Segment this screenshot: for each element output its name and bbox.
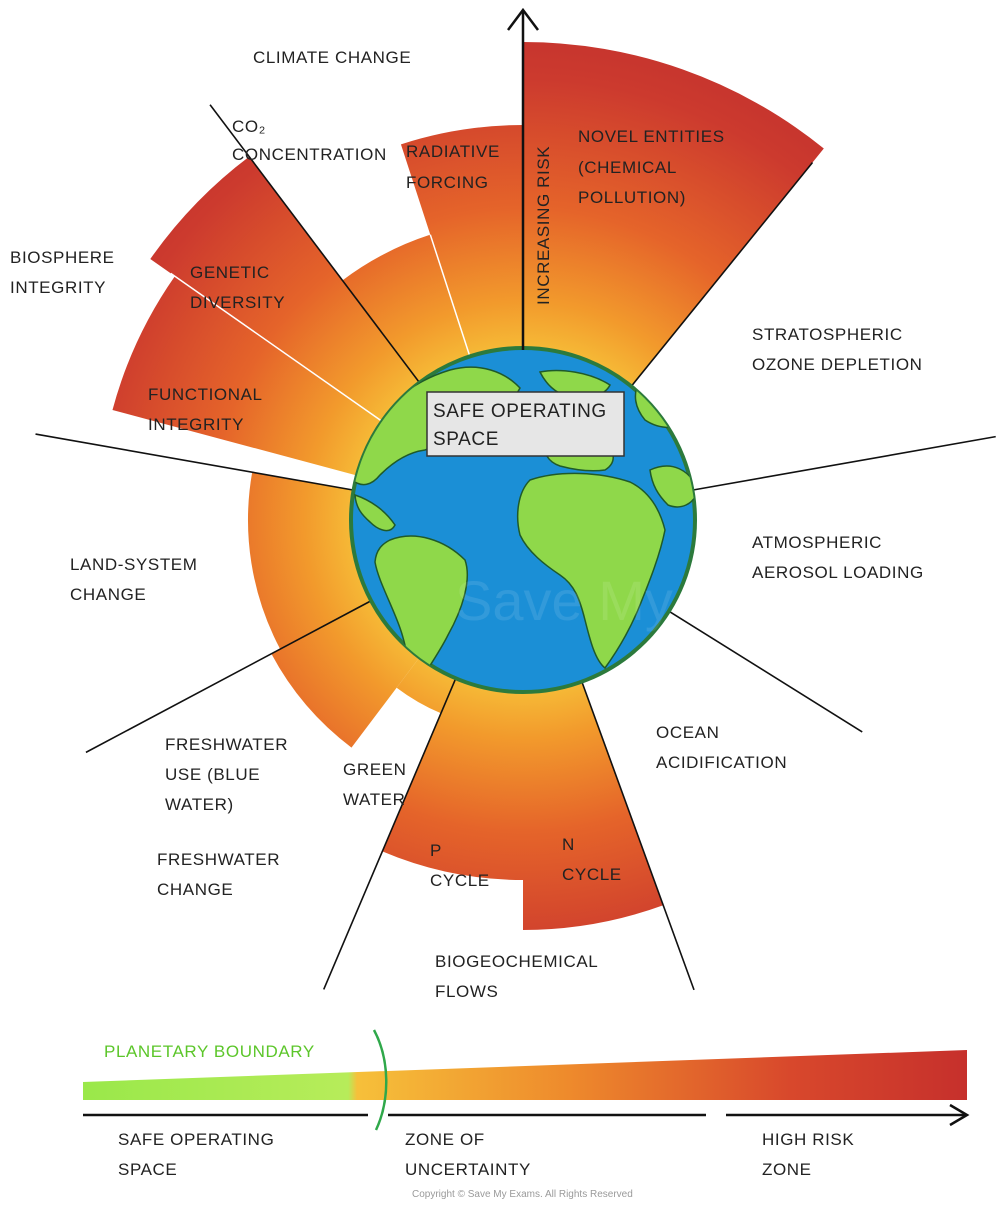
- planetary-boundary-label: PLANETARY BOUNDARY: [104, 1042, 315, 1061]
- functional-integrity-label-1: FUNCTIONAL: [148, 385, 263, 404]
- functional-integrity-wedge: [112, 276, 383, 476]
- freshwater-use-label-3: WATER): [165, 795, 234, 814]
- divider-novel-ozone: [630, 162, 814, 387]
- freshwater-use-label-2: USE (BLUE: [165, 765, 260, 784]
- planetary-boundary-marker: [372, 1029, 388, 1131]
- freshwater-use-wedge: [271, 600, 420, 748]
- increasing-risk-arrow: [507, 7, 539, 350]
- p-cycle-label-1: P: [430, 841, 442, 860]
- novel-entities-label-3: POLLUTION): [578, 188, 686, 207]
- climate-change-label: CLIMATE CHANGE: [253, 48, 411, 67]
- co2-concentration-wedge: [342, 234, 470, 383]
- divider-biosphere-climate: [209, 104, 421, 384]
- copyright-text: Copyright © Save My Exams. All Rights Re…: [412, 1189, 633, 1200]
- atmospheric-label-2: AEROSOL LOADING: [752, 563, 924, 582]
- novel-entities-wedge: [523, 42, 824, 387]
- ocean-label-1: OCEAN: [656, 723, 719, 742]
- legend-high-risk-label-2: ZONE: [762, 1160, 812, 1179]
- divider-co2-radiative: [429, 234, 471, 357]
- freshwater-change-label-2: CHANGE: [157, 880, 233, 899]
- co2-concentration-label: CONCENTRATION: [232, 145, 387, 164]
- radiative-forcing-label-1: RADIATIVE: [406, 142, 500, 161]
- green-water-label-2: WATER: [343, 790, 406, 809]
- stratospheric-label-1: STRATOSPHERIC: [752, 325, 903, 344]
- safe-box-line2: SPACE: [433, 429, 499, 450]
- divider-ocean-n: [581, 681, 695, 991]
- divider-genetic-functional: [170, 272, 383, 422]
- legend-safe-label-1: SAFE OPERATING: [118, 1130, 274, 1149]
- novel-entities-label-2: (CHEMICAL: [578, 158, 677, 177]
- legend-safe-label-2: SPACE: [118, 1160, 177, 1179]
- radiative-forcing-wedge: [400, 125, 523, 357]
- risk-gradient-bar: [83, 1050, 967, 1100]
- p-cycle-label-2: CYCLE: [430, 871, 490, 890]
- biogeochemical-label-1: BIOGEOCHEMICAL: [435, 952, 598, 971]
- safe-operating-space-box: SAFE OPERATING SPACE: [426, 391, 625, 457]
- n-cycle-wedge: [523, 681, 664, 930]
- land-system-wedge: [248, 472, 372, 650]
- risk-axis-arrowhead: [949, 1103, 970, 1127]
- co2-label: CO₂: [232, 117, 266, 136]
- divider-land-biosphere: [35, 433, 354, 491]
- ocean-label-2: ACIDIFICATION: [656, 753, 787, 772]
- watermark: Save My Exams: [455, 569, 860, 632]
- n-cycle-label-2: CYCLE: [562, 865, 622, 884]
- freshwater-change-label-1: FRESHWATER: [157, 850, 280, 869]
- biosphere-label-1: BIOSPHERE: [10, 248, 115, 267]
- biogeochemical-label-2: FLOWS: [435, 982, 498, 1001]
- divider-freshwater-land: [85, 600, 372, 754]
- legend-high-risk-label-1: HIGH RISK: [762, 1130, 854, 1149]
- land-system-label-2: CHANGE: [70, 585, 146, 604]
- safe-box-line1: SAFE OPERATING: [433, 401, 607, 422]
- biosphere-label-2: INTEGRITY: [10, 278, 106, 297]
- divider-p-freshwater: [322, 678, 457, 990]
- stratospheric-label-2: OZONE DEPLETION: [752, 355, 923, 374]
- genetic-diversity-label-2: DIVERSITY: [190, 293, 285, 312]
- p-cycle-wedge: [382, 678, 523, 880]
- divider-aerosol-ocean: [668, 610, 863, 733]
- land-system-label-1: LAND-SYSTEM: [70, 555, 198, 574]
- risk-legend: PLANETARY BOUNDARY SAFE OPERATING SPACE …: [83, 1029, 970, 1179]
- freshwater-use-label-1: FRESHWATER: [165, 735, 288, 754]
- radiative-forcing-label-2: FORCING: [406, 173, 489, 192]
- divider-ozone-aerosol: [692, 435, 996, 491]
- legend-uncertainty-label-2: UNCERTAINTY: [405, 1160, 531, 1179]
- boundary-wedges: [112, 42, 824, 930]
- increasing-risk-label: INCREASING RISK: [534, 146, 553, 305]
- boundary-dividers: [35, 104, 996, 991]
- legend-uncertainty-label-1: ZONE OF: [405, 1130, 485, 1149]
- functional-integrity-label-2: INTEGRITY: [148, 415, 244, 434]
- genetic-diversity-label-1: GENETIC: [190, 263, 270, 282]
- atmospheric-label-1: ATMOSPHERIC: [752, 533, 882, 552]
- n-cycle-label-1: N: [562, 835, 575, 854]
- genetic-diversity-wedge: [150, 156, 420, 422]
- novel-entities-label-1: NOVEL ENTITIES: [578, 127, 725, 146]
- green-water-label-1: GREEN: [343, 760, 406, 779]
